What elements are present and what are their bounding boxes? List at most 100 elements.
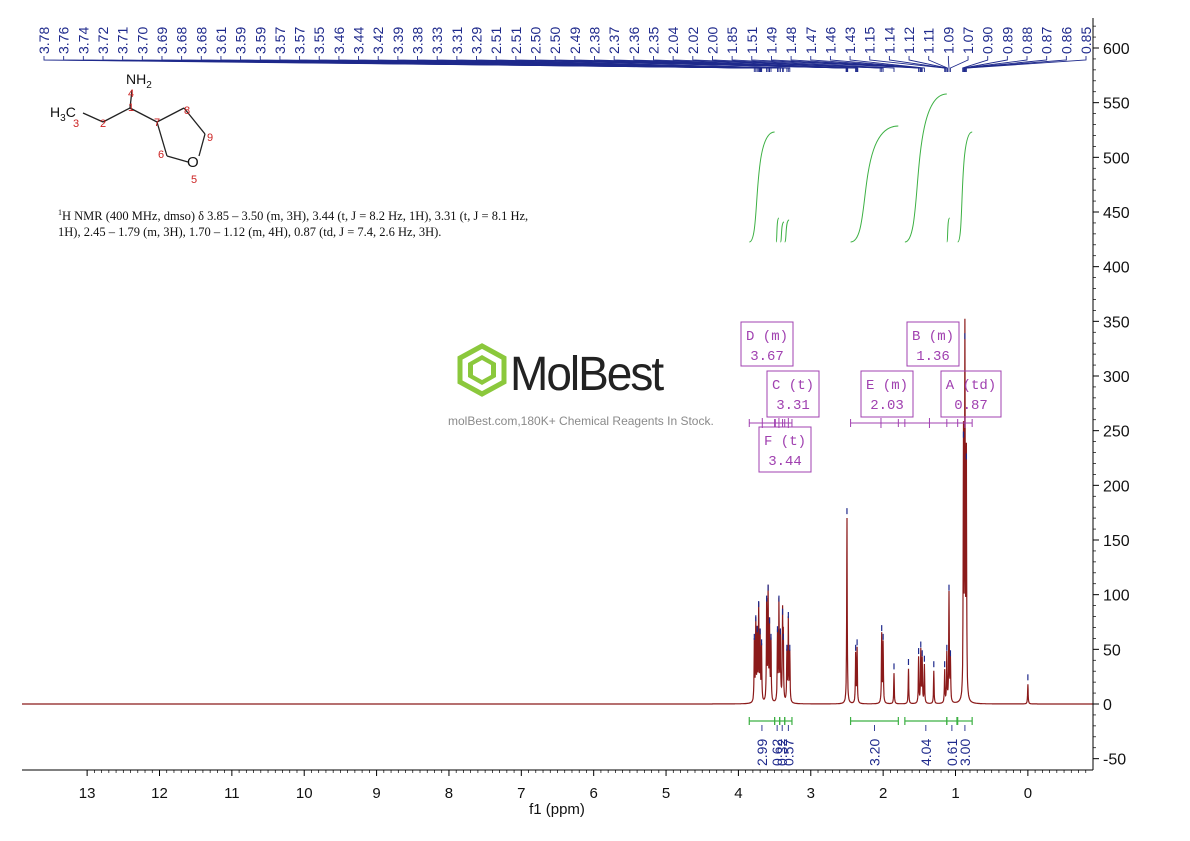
integral-curve [784,219,790,243]
peak-pick-connector [965,56,1067,72]
svg-text:4: 4 [128,88,134,100]
peak-pick-label: 1.12 [901,27,917,54]
peak-pick-label: 3.71 [115,27,131,54]
multiplet-box [740,321,794,367]
peak-pick-label: 2.49 [567,27,583,54]
benzene-logo-icon [457,343,507,397]
y-tick-label: 200 [1103,478,1130,495]
integral-value: 4.04 [918,739,934,766]
peak-pick-label: 1.07 [960,27,976,54]
peak-pick-label: 1.14 [881,27,897,54]
watermark-tagline: molBest.com,180K+ Chemical Reagents In S… [448,414,714,428]
svg-text:7: 7 [154,117,160,129]
y-tick-label: 300 [1103,369,1130,386]
multiplet-shift: 0.87 [954,398,988,414]
svg-text:H3C: H3C [50,104,76,124]
methyl-label: H [50,104,60,120]
peak-pick-connector [908,56,948,72]
y-tick-label: 500 [1103,150,1130,167]
svg-text:9: 9 [207,132,213,144]
peak-pick-label: 3.59 [233,27,249,54]
y-tick-label: 250 [1103,424,1130,441]
peak-pick-label: 1.47 [803,27,819,54]
y-tick-label: 400 [1103,260,1130,277]
peak-pick-connector [731,56,895,72]
multiplet-box [940,370,1002,418]
peak-pick-label: 3.70 [134,27,150,54]
y-tick-label: 0 [1103,697,1112,714]
multiplet-label: C (t) [772,378,814,394]
x-tick-label: 11 [224,785,240,802]
integral-curve [748,131,775,243]
y-tick-label: 50 [1103,642,1121,659]
peak-pick-connector [790,56,922,72]
peak-pick-label: 1.85 [724,27,740,54]
peak-pick-label: 3.68 [193,27,209,54]
oxygen-label: O [187,154,199,171]
multiplet-box [766,370,820,418]
peak-pick-connector [770,56,921,72]
peak-pick-label: 2.37 [606,27,622,54]
multiplet-shift: 1.36 [916,349,950,365]
peak-pick-label: 0.90 [980,27,996,54]
peak-pick-label: 3.29 [469,27,485,54]
peak-pick-connector [963,56,1008,72]
peak-pick-label: 1.15 [862,27,878,54]
peak-pick-label: 0.89 [999,27,1015,54]
peak-pick-label: 3.59 [252,27,268,54]
peak-pick-label: 2.51 [488,27,504,54]
peak-pick-labels: 3.78 3.76 3.74 3.72 3.71 3.70 3.69 3.68 3.68 3.61… [36,27,1094,72]
peak-pick-label: 2.36 [626,27,642,54]
peak-pick-label: 2.38 [587,27,603,54]
nmr-description: 1H NMR (400 MHz, dmso) δ 3.85 – 3.50 (m,… [58,208,529,240]
peak-pick-connector [962,56,989,72]
peak-pick-connector [849,56,925,72]
x-tick-label: 1 [951,785,959,802]
svg-text:1: 1 [128,102,134,114]
y-tick-label: 550 [1103,96,1130,113]
x-tick-label: 12 [151,785,168,802]
peak-pick-connector [947,56,950,72]
peak-pick-label: 2.04 [665,27,681,54]
watermark-logo: MolBest [452,340,672,400]
amine-label: NH [126,71,146,87]
peak-pick-label: 0.85 [1078,27,1094,54]
integral-value: 3.00 [957,739,973,766]
peak-pick-connector [476,56,791,72]
x-tick-label: 10 [296,785,313,802]
peak-pick-label: 1.49 [763,27,779,54]
peak-pick-label: 2.51 [508,27,524,54]
x-tick-label: 13 [79,785,96,802]
peak-pick-connector [869,56,946,72]
peak-pick-connector [963,56,1028,72]
integral-curves [748,93,973,243]
multiplet-shift: 3.67 [750,349,784,365]
y-tick-label: 100 [1103,588,1130,605]
multiplet-label: D (m) [746,329,788,345]
integral-value: 3.20 [867,739,883,766]
peak-pick-connector [888,56,946,72]
peak-pick-label: 3.31 [449,27,465,54]
peak-pick-label: 0.86 [1058,27,1074,54]
x-tick-label: 3 [807,785,815,802]
y-tick-label: 350 [1103,314,1130,331]
integral-value: 0.57 [780,739,796,766]
axes: 13 12 11 10 9 8 7 6 5 4 3 2 1 0f1 (ppm)-5005010015020… [22,18,1130,818]
peak-pick-label: 0.87 [1039,27,1055,54]
peak-pick-connector [964,56,1048,72]
x-tick-label: 0 [1024,785,1032,802]
peak-pick-label: 2.50 [528,27,544,54]
x-tick-label: 7 [517,785,525,802]
peak-pick-connector [653,56,859,72]
peak-pick-connector [928,56,948,72]
svg-text:8: 8 [184,105,190,117]
description-line-2: 1H), 2.45 – 1.79 (m, 3H), 1.70 – 1.12 (m… [58,225,442,240]
integral-curve [957,131,973,243]
peak-pick-connector [829,56,923,72]
x-tick-label: 9 [372,785,380,802]
peak-pick-label: 1.51 [744,27,760,54]
integral-curve [904,93,947,243]
integral-curve [850,125,899,243]
peak-pick-label: 1.11 [921,28,937,54]
